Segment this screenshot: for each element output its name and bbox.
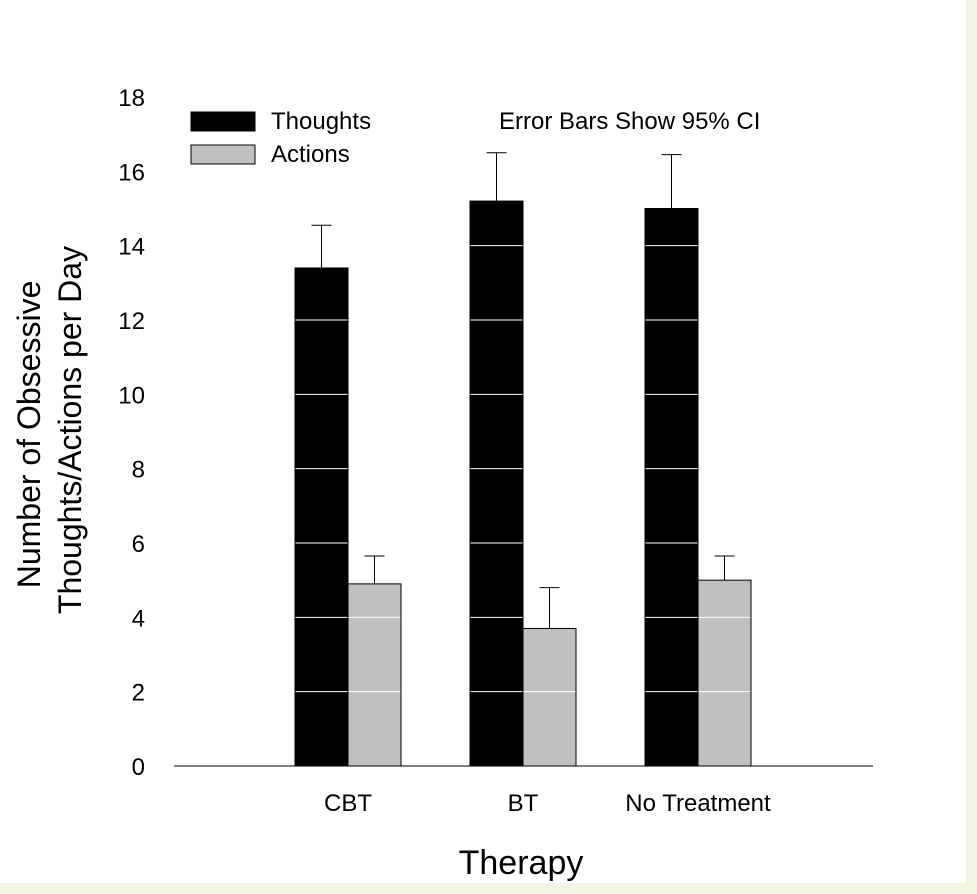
error-bars — [311, 152, 735, 629]
legend-swatch-thoughts — [190, 111, 256, 132]
x-tick-label: CBT — [324, 790, 372, 817]
bar-actions-cbt — [347, 583, 402, 767]
y-tick-label: 18 — [118, 85, 145, 112]
y-tick-label: 10 — [118, 382, 145, 409]
y-tick-label: 16 — [118, 159, 145, 186]
x-tick-label: BT — [508, 790, 539, 817]
legend-swatch-actions — [190, 144, 256, 165]
y-axis-label: Number of Obsessive Thoughts/Actions per… — [11, 246, 88, 614]
y-tick-label: 0 — [132, 754, 145, 781]
y-tick-label: 4 — [132, 605, 145, 632]
legend-label-thoughts: Thoughts — [271, 108, 371, 135]
bar-thoughts-no-treatment — [644, 208, 699, 767]
legend: Thoughts Actions — [190, 108, 371, 168]
x-tick-labels: CBT BT No Treatment — [324, 790, 771, 817]
x-tick-label: No Treatment — [625, 790, 771, 817]
bar-thoughts-bt — [469, 200, 524, 767]
y-axis-label-line-1: Number of Obsessive — [11, 281, 47, 589]
legend-label-actions: Actions — [271, 141, 350, 168]
y-tick-label: 14 — [118, 234, 145, 261]
y-tick-label: 2 — [132, 680, 145, 707]
bar-actions-no-treatment — [697, 579, 752, 767]
y-tick-label: 12 — [118, 308, 145, 335]
y-axis-label-line-2: Thoughts/Actions per Day — [52, 246, 88, 614]
bar-gridlines — [295, 245, 751, 693]
bar-actions-bt — [522, 627, 577, 767]
y-tick-label: 6 — [132, 531, 145, 558]
ci-annotation: Error Bars Show 95% CI — [499, 108, 760, 135]
y-tick-label: 8 — [132, 457, 145, 484]
x-axis-label: Therapy — [459, 844, 584, 882]
y-tick-labels: 0 2 4 6 8 10 12 14 16 18 — [118, 85, 145, 781]
